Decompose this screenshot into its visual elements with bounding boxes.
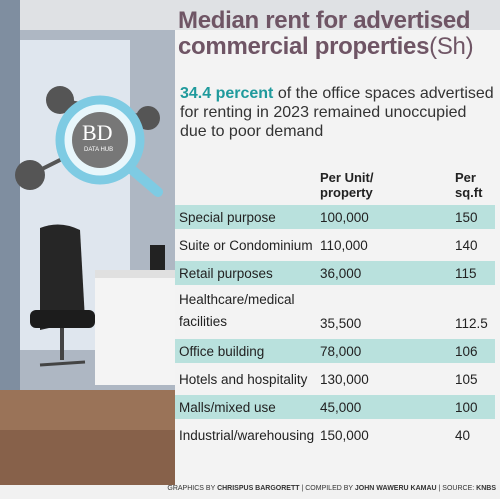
table-row: Healthcare/medical facilities 35,500 112.5 <box>175 289 495 335</box>
row-label: Office building <box>179 344 265 359</box>
logo-label: DATA HUB <box>84 147 114 153</box>
logo-mark: BD <box>82 120 113 145</box>
table-row: Industrial/warehousing 150,000 40 <box>175 423 495 447</box>
table-row: Hotels and hospitality 130,000 105 <box>175 367 495 391</box>
row-label: Malls/mixed use <box>179 400 276 415</box>
cell-value: 35,500 <box>320 316 362 331</box>
cell-value: 140 <box>455 238 478 253</box>
credit-label: COMPILED BY <box>305 485 353 492</box>
cell-value: 150 <box>455 210 478 225</box>
row-label: Healthcare/medical facilities <box>179 292 295 329</box>
table-row: Special purpose 100,000 150 <box>175 205 495 229</box>
credit-name: CHRISPUS BARGORETT <box>217 485 300 492</box>
cell-value: 100,000 <box>320 210 369 225</box>
row-label: Suite or Condominium <box>179 238 313 253</box>
table-row: Retail purposes 36,000 115 <box>175 261 495 285</box>
source-label: SOURCE: <box>442 485 475 492</box>
subtitle: 34.4 percent of the office spaces advert… <box>180 84 495 141</box>
cell-value: 45,000 <box>320 400 362 415</box>
highlight: 34.4 percent <box>180 85 274 102</box>
subtitle-text: of the office spaces advertised for rent… <box>180 85 494 140</box>
row-label: Hotels and hospitality <box>179 372 308 387</box>
cell-value: 110,000 <box>320 238 368 253</box>
cell-value: 100 <box>455 400 478 415</box>
source-name: KNBS <box>476 485 496 492</box>
cell-value: 78,000 <box>320 344 362 359</box>
cell-value: 115 <box>455 266 477 281</box>
title: Median rent for advertised commercial pr… <box>178 8 498 60</box>
row-label: Special purpose <box>179 210 276 225</box>
cell-value: 106 <box>455 344 478 359</box>
cell-value: 105 <box>455 372 478 387</box>
title-text: Median rent for advertised commercial pr… <box>178 7 471 60</box>
credit-label: GRAPHICS BY <box>167 485 216 492</box>
title-unit: (Sh) <box>429 33 474 60</box>
cell-value: 130,000 <box>320 372 369 387</box>
row-label: Retail purposes <box>179 266 273 281</box>
cell-value: 36,000 <box>320 266 362 281</box>
table-row: Office building 78,000 106 <box>175 339 495 363</box>
table-row: Malls/mixed use 45,000 100 <box>175 395 495 419</box>
table-row: Suite or Condominium 110,000 140 <box>175 233 495 257</box>
cell-value: 40 <box>455 428 471 443</box>
footer: GRAPHICS BY CHRISPUS BARGORETT | COMPILE… <box>167 485 496 492</box>
credit-name: JOHN WAWERU KAMAU <box>354 485 437 492</box>
cell-value: 112.5 <box>455 316 488 331</box>
column-header: Per sq.ft <box>455 170 483 200</box>
column-header: Per Unit/ property <box>320 170 374 200</box>
row-label: Industrial/warehousing <box>179 428 315 443</box>
cell-value: 150,000 <box>320 428 369 443</box>
